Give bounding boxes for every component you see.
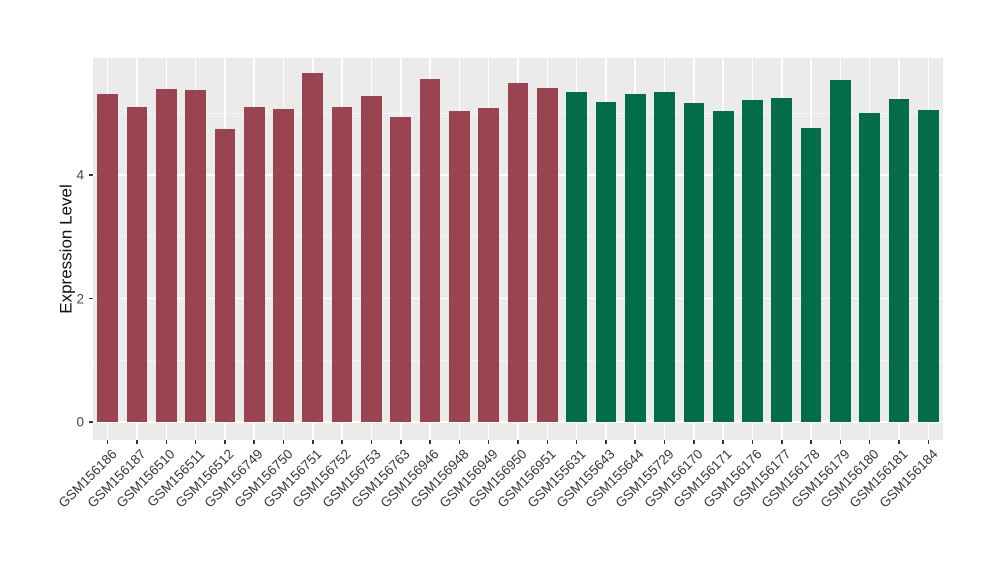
x-tick-mark: [458, 440, 461, 444]
x-tick-mark: [487, 440, 490, 444]
x-tick-mark: [429, 440, 431, 444]
bar-GSM156180: [859, 113, 881, 422]
bar-GSM156951: [536, 87, 558, 422]
bar-GSM156171: [712, 110, 734, 422]
bar-GSM155644: [624, 94, 646, 422]
x-tick-mark: [282, 440, 285, 444]
x-tick-mark: [605, 440, 607, 444]
bar-GSM156948: [449, 110, 470, 422]
bar-GSM155729: [654, 92, 675, 422]
x-tick-mark: [370, 440, 373, 444]
y-tick-label-text: 0: [76, 414, 84, 430]
bar-GSM156179: [830, 79, 851, 422]
x-tick-mark: [341, 440, 343, 444]
bar-GSM155643: [595, 102, 617, 422]
bar-GSM156946: [419, 79, 441, 422]
x-tick-mark: [224, 440, 226, 444]
x-tick-mark: [927, 440, 930, 444]
bar-GSM156178: [800, 128, 822, 422]
bar-GSM156949: [478, 108, 500, 422]
x-tick-mark: [546, 440, 549, 444]
bar-GSM156511: [185, 90, 206, 422]
x-tick-mark: [722, 440, 724, 444]
x-tick-mark: [751, 440, 754, 444]
x-tick-mark: [194, 440, 197, 444]
x-tick-mark: [781, 440, 783, 444]
x-tick-mark: [136, 440, 138, 444]
x-tick-mark: [839, 440, 842, 444]
x-tick-mark: [634, 440, 636, 444]
bar-GSM156181: [888, 99, 910, 422]
y-tick-label-text: 2: [76, 290, 84, 306]
bar-GSM156763: [390, 116, 412, 422]
bar-GSM156186: [97, 94, 118, 422]
x-tick-mark: [898, 440, 900, 444]
x-tick-mark: [312, 440, 314, 444]
bar-GSM156753: [361, 95, 382, 422]
bar-GSM156177: [771, 97, 793, 422]
bar-GSM156510: [155, 89, 177, 422]
bar-GSM156750: [273, 108, 294, 422]
bar-GSM155631: [566, 92, 587, 422]
x-tick-mark: [253, 440, 255, 444]
bar-GSM156950: [507, 82, 529, 422]
bar-GSM156512: [214, 129, 236, 422]
bar-GSM156749: [243, 107, 265, 422]
y-tick-mark: [88, 421, 93, 423]
bar-GSM156187: [126, 107, 148, 422]
x-tick-mark: [575, 440, 578, 444]
x-tick-mark: [810, 440, 812, 444]
x-tick-mark: [400, 440, 402, 444]
bar-GSM156752: [331, 107, 353, 422]
x-tick-mark: [165, 440, 168, 444]
x-tick-mark: [663, 440, 666, 444]
x-tick-mark: [693, 440, 695, 444]
y-tick-mark: [88, 297, 93, 300]
bar-GSM156170: [683, 102, 705, 422]
plot-panel: [93, 58, 943, 440]
x-tick-mark: [517, 440, 519, 444]
bar-GSM156184: [917, 110, 939, 422]
bar-GSM156751: [302, 73, 324, 422]
bar-GSM156176: [742, 100, 763, 422]
y-tick-mark: [88, 174, 93, 176]
y-axis-title-text: Expression Level: [56, 184, 76, 314]
y-tick-label-text: 4: [76, 167, 84, 183]
x-tick-mark: [868, 440, 871, 444]
x-tick-mark: [106, 440, 109, 444]
